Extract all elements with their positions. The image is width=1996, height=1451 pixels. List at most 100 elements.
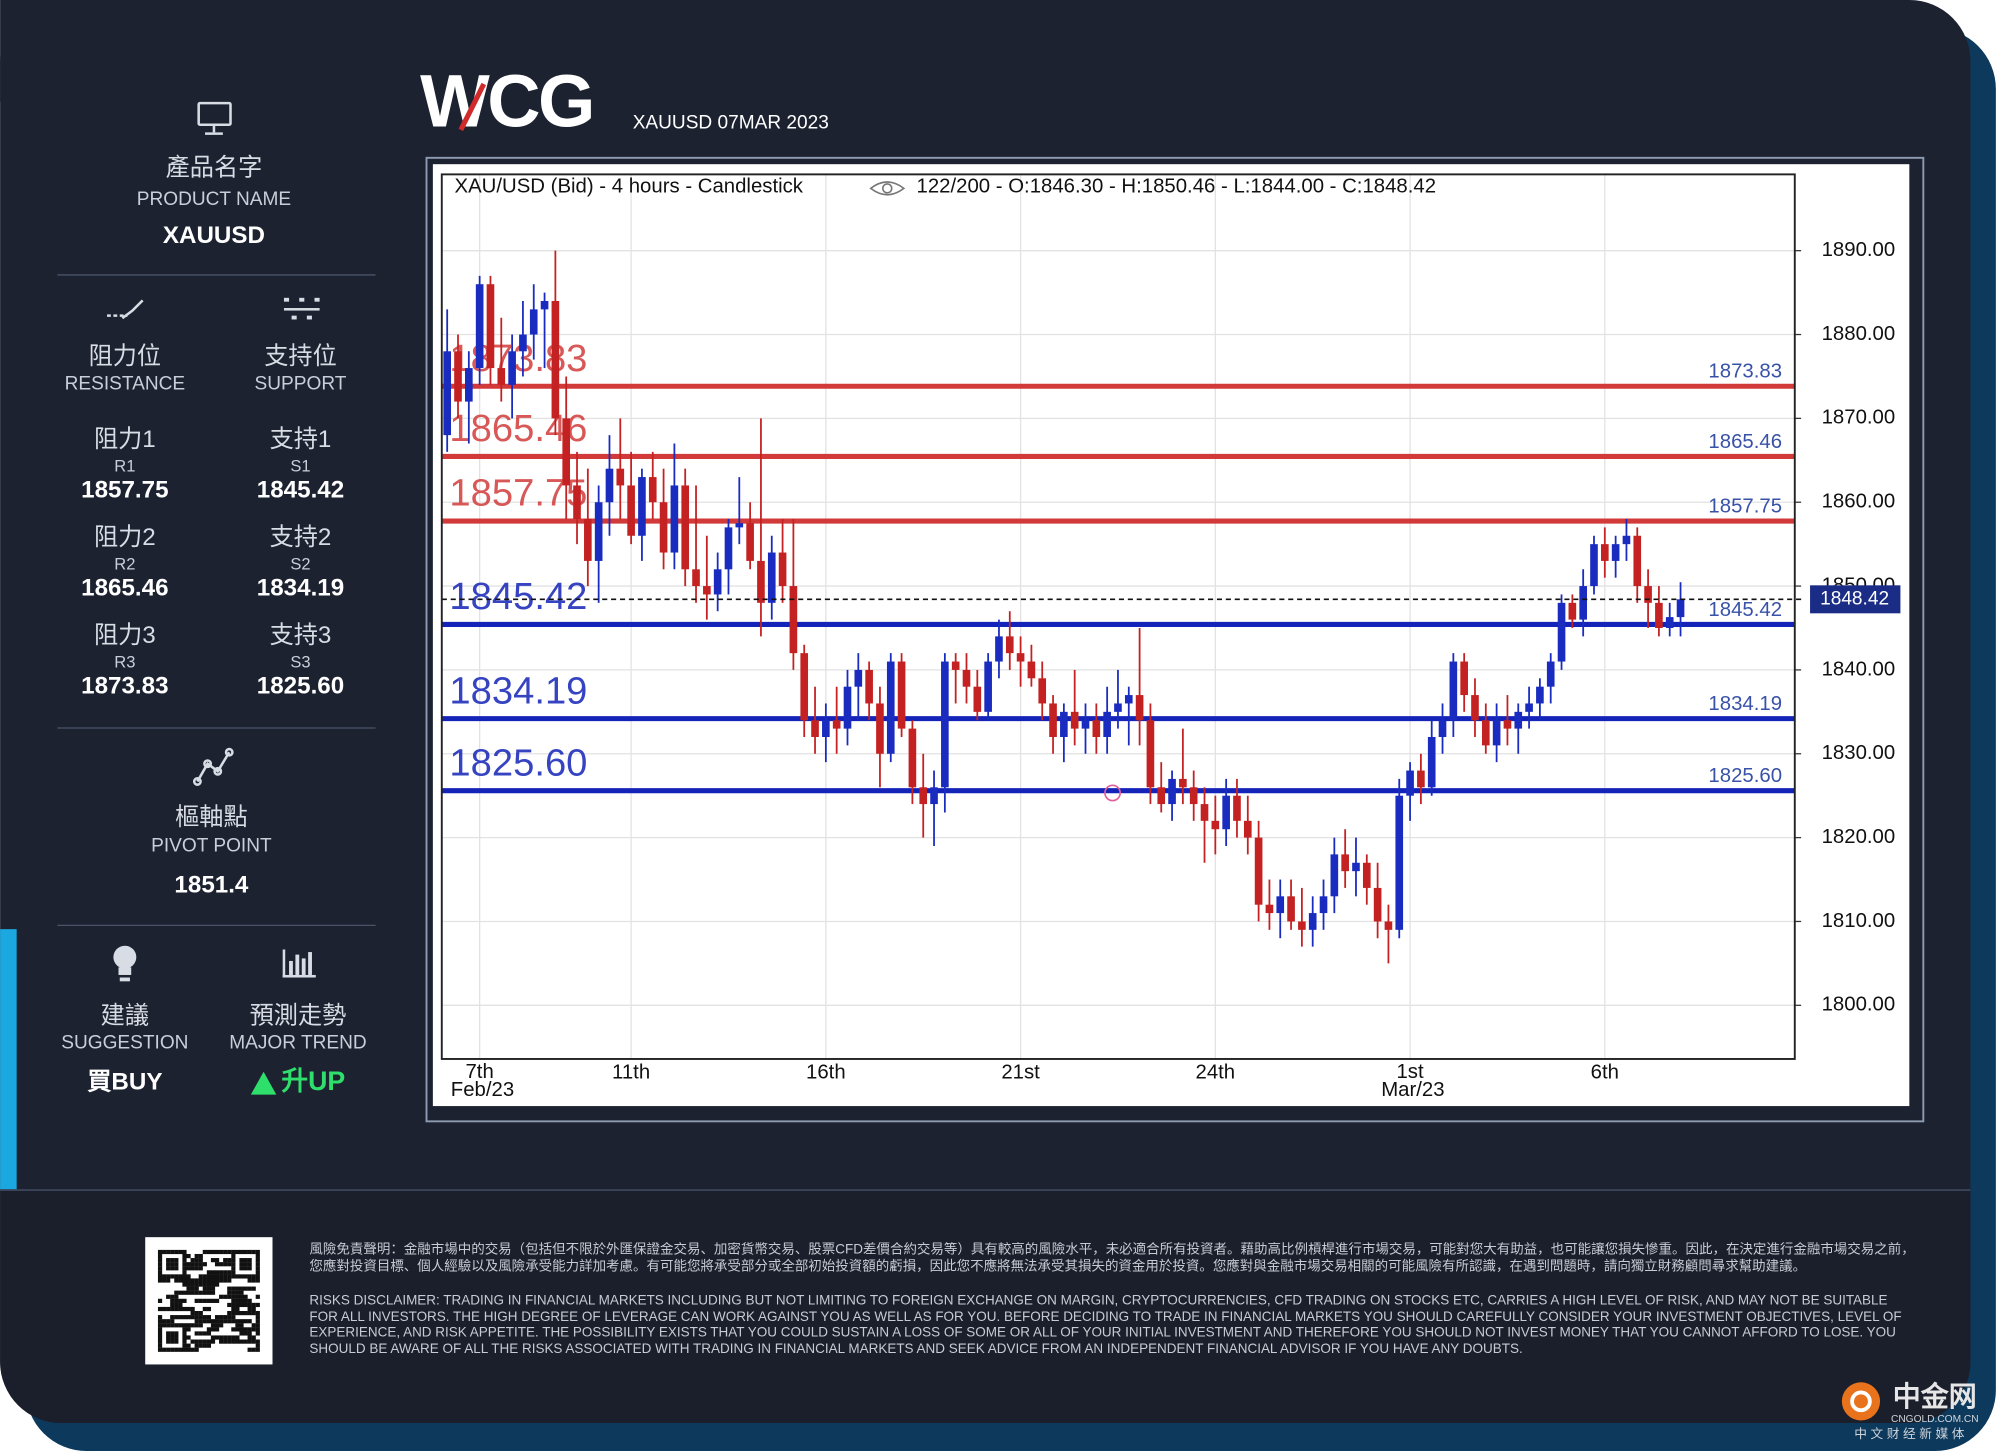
candle-body [508,351,516,385]
y-tick-label: 1880.00 [1822,323,1896,345]
qr-cell [235,1294,240,1299]
qr-cell [239,1310,244,1316]
qr-cell [231,1262,236,1267]
level-value: 1834.19 [257,575,344,602]
qr-cell [243,1319,248,1324]
qr-cell [247,1249,252,1255]
qr-cell [198,1339,203,1344]
qr-cell [170,1335,175,1340]
qr-cell [178,1306,183,1312]
y-tick-label: 1860.00 [1822,491,1896,513]
candle-body [475,284,484,369]
chart-background [432,164,1910,1107]
qr-cell [194,1262,199,1267]
qr-cell [251,1286,256,1291]
level-label: 1857.75 [1708,495,1782,517]
qr-cell [243,1302,248,1308]
candle-body [1005,636,1014,654]
qr-cell [214,1315,220,1320]
level-code: S1 [290,456,310,475]
qr-cell [210,1249,216,1255]
qr-cell [174,1302,179,1308]
suggestion-label-zh: 建議 [101,1002,149,1029]
qr-cell [202,1262,207,1267]
qr-cell [255,1339,260,1344]
qr-cell [235,1339,240,1344]
qr-cell [174,1315,179,1320]
qr-cell [214,1335,220,1340]
chart: 1800.001810.001820.001830.001840.001850.… [440,173,1901,1101]
y-tick-label: 1870.00 [1822,407,1896,429]
qr-cell [255,1253,260,1259]
level-label: 1873.83 [1708,361,1782,383]
qr-cell [182,1323,187,1328]
candle-body [1103,711,1111,737]
candle-body [573,485,581,519]
qr-cell [219,1323,224,1328]
candle-body [540,300,549,310]
resistance-icon [107,299,144,320]
x-tick-label: 16th [806,1061,846,1083]
qr-cell [255,1327,260,1332]
qr-cell [247,1274,252,1279]
qr-cell [247,1310,252,1316]
qr-cell [206,1327,212,1332]
qr-cell [239,1319,244,1324]
qr-cell [157,1274,163,1279]
candle-body [1352,862,1360,872]
level-code: S3 [290,653,310,672]
candle-body [1492,720,1501,746]
qr-cell [206,1315,212,1320]
qr-cell [190,1282,195,1287]
qr-cell [223,1249,228,1255]
candle-body [746,523,754,561]
level-label-zh: 支持3 [270,622,332,649]
candle-body [1514,711,1523,729]
candle-body [584,518,592,561]
candle-body [1427,736,1436,788]
qr-cell [251,1347,256,1352]
qr-cell [251,1274,256,1279]
qr-cell [198,1298,203,1303]
qr-cell [157,1343,163,1348]
qr-cell [235,1323,240,1328]
qr-cell [166,1331,171,1336]
level-code: S2 [290,555,310,574]
qr-cell [182,1258,187,1263]
qr-cell [186,1306,191,1312]
qr-cell [210,1339,216,1344]
qr-cell [247,1339,252,1344]
qr-cell [227,1286,232,1291]
qr-cell [170,1323,175,1328]
qr-cell [239,1323,244,1328]
brand-logo: WCG [420,59,593,142]
qr-cell [194,1347,199,1352]
qr-cell [178,1298,183,1303]
qr-cell [210,1335,216,1340]
pivot-icon [192,747,234,786]
qr-cell [174,1294,179,1299]
x-tick-label: 24th [1196,1061,1236,1083]
qr-cell [255,1278,260,1283]
qr-cell [243,1266,248,1271]
qr-cell [162,1249,167,1255]
qr-cell [247,1306,252,1312]
qr-cell [190,1262,195,1267]
qr-cell [206,1274,212,1279]
qr-cell [219,1274,224,1279]
qr-cell [198,1319,203,1324]
candle-body [951,661,960,670]
qr-cell [202,1343,207,1348]
qr-cell [243,1258,248,1263]
qr-cell [210,1290,216,1295]
candle-body [973,686,982,712]
qr-cell [190,1310,195,1316]
qr-cell [206,1270,212,1275]
brand-icon [1841,1382,1881,1421]
qr-cell [198,1310,203,1316]
candle-body [724,527,733,570]
qr-cell [247,1258,252,1263]
qr-cell [186,1278,191,1283]
